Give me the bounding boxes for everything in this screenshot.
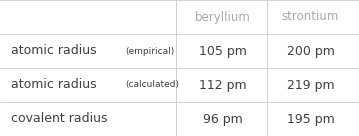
Text: atomic radius: atomic radius [11,44,97,58]
Text: covalent radius: covalent radius [11,112,107,126]
Text: 200 pm: 200 pm [286,44,335,58]
Text: beryllium: beryllium [195,10,251,24]
Text: strontium: strontium [282,10,339,24]
Text: 96 pm: 96 pm [203,112,242,126]
Text: 219 pm: 219 pm [287,78,334,92]
Text: atomic radius: atomic radius [11,78,97,92]
Text: 112 pm: 112 pm [199,78,246,92]
Text: (empirical): (empirical) [125,47,174,55]
Text: (calculated): (calculated) [125,81,179,89]
Text: 195 pm: 195 pm [286,112,335,126]
Text: 105 pm: 105 pm [199,44,247,58]
